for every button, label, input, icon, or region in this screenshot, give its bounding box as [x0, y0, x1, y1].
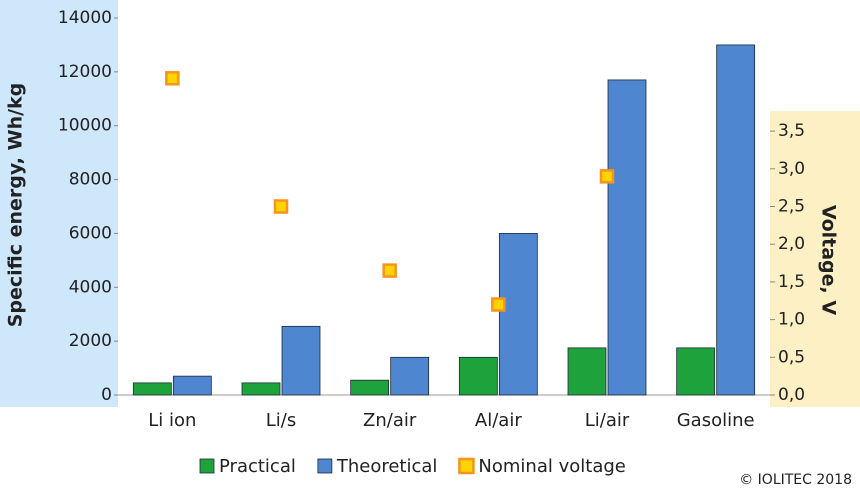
- y2-tick-label: 1,0: [778, 310, 805, 330]
- bar: [716, 44, 756, 396]
- x-tick-label: Gasoline: [677, 410, 755, 431]
- y-tick-label: 6000: [69, 223, 112, 243]
- bar: [350, 379, 390, 396]
- y-axis-label: Specific energy, Wh/kg: [5, 83, 27, 328]
- y-tick-label: 14000: [58, 8, 112, 28]
- y2-tick-label: 2,0: [778, 234, 805, 254]
- bar: [458, 356, 498, 396]
- right-axis-panel: [770, 111, 860, 407]
- left-axis-panel: [0, 0, 118, 407]
- voltage-marker: [599, 169, 615, 184]
- y-tick-label: 12000: [58, 62, 112, 82]
- voltage-marker: [382, 263, 397, 278]
- legend-label: Theoretical: [336, 456, 438, 477]
- bar: [607, 79, 647, 396]
- y-tick-label: 2000: [69, 331, 112, 351]
- x-tick-label: Li/air: [585, 410, 630, 431]
- y2-tick-label: 1,5: [778, 272, 805, 292]
- y2-tick-label: 3,0: [778, 159, 805, 179]
- y2-tick-label: 0,5: [778, 347, 805, 367]
- y2-axis-label: Voltage, V: [818, 205, 840, 315]
- legend-swatch: [317, 458, 333, 474]
- y-tick-label: 8000: [69, 170, 112, 190]
- bar: [172, 375, 212, 396]
- copyright: © IOLITEC 2018: [739, 472, 852, 488]
- voltage-marker: [165, 71, 180, 86]
- bar: [281, 325, 321, 396]
- legend-swatch: [199, 458, 215, 474]
- x-tick-label: Li ion: [148, 410, 196, 431]
- bar: [498, 233, 538, 396]
- x-tick-label: Zn/air: [363, 410, 417, 431]
- bar: [676, 347, 716, 396]
- y2-tick-label: 0,0: [778, 385, 805, 405]
- x-tick-label: Li/s: [266, 410, 296, 431]
- bar: [132, 382, 172, 396]
- x-tick-label: Al/air: [475, 410, 522, 431]
- bar: [390, 356, 430, 396]
- voltage-marker: [491, 297, 506, 312]
- y-tick-label: 0: [101, 385, 112, 405]
- legend-label: Practical: [219, 456, 296, 477]
- y2-tick-label: 3,5: [778, 121, 805, 141]
- y-tick-label: 10000: [58, 116, 112, 136]
- voltage-marker: [273, 199, 289, 214]
- legend-label: Nominal voltage: [478, 456, 625, 477]
- y2-tick-label: 2,5: [778, 197, 805, 217]
- bar: [241, 382, 281, 396]
- bar: [567, 347, 607, 396]
- legend-swatch: [458, 457, 475, 475]
- y-tick-label: 4000: [69, 277, 112, 297]
